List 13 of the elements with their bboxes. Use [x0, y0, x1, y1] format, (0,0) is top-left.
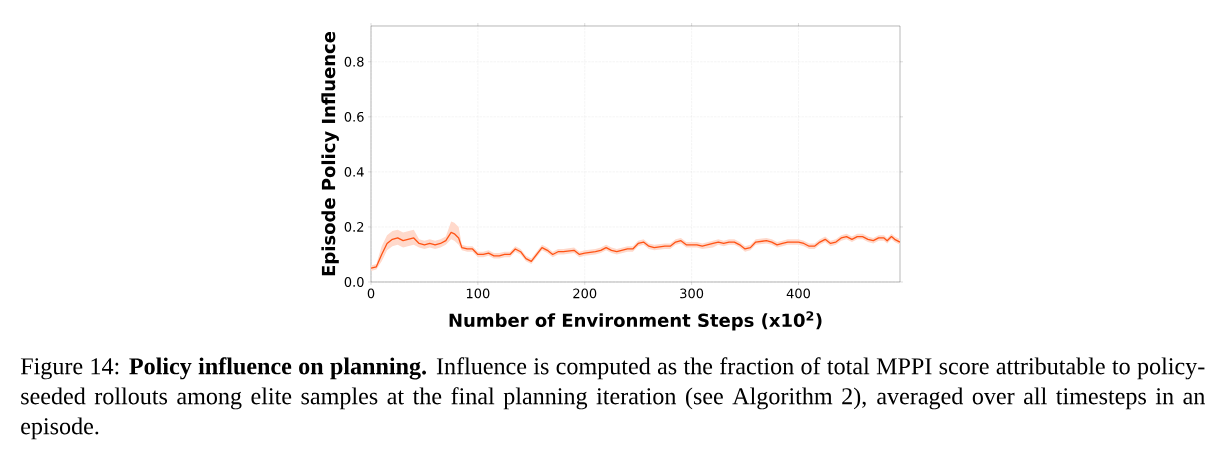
y-tick-label: 0.6 — [344, 111, 364, 122]
y-tick-label: 0.2 — [344, 222, 364, 232]
x-tick-label: 100 — [466, 288, 490, 299]
x-tick-label: 200 — [573, 288, 597, 299]
x-tick-label: 300 — [680, 288, 704, 299]
y-tick-label: 0.8 — [344, 56, 364, 67]
y-axis-title: Episode Policy Influence — [321, 31, 339, 276]
x-axis-title: Number of Environment Steps (x10$^{2}$) — [449, 311, 822, 331]
y-tick-label: 0.0 — [344, 277, 364, 287]
x-tick-label: 0 — [367, 288, 375, 299]
caption: Figure 14: Policy influence on planning. Influence is computed as the fraction of total MPPI score attributable to policy-seeded rollouts among elite samples at the final planning iteration (see Algorithm 2), averaged over all timesteps in an episode. — [20, 357, 1205, 440]
x-tick-label: 400 — [786, 288, 811, 299]
y-tick-label: 0.4 — [344, 166, 364, 177]
